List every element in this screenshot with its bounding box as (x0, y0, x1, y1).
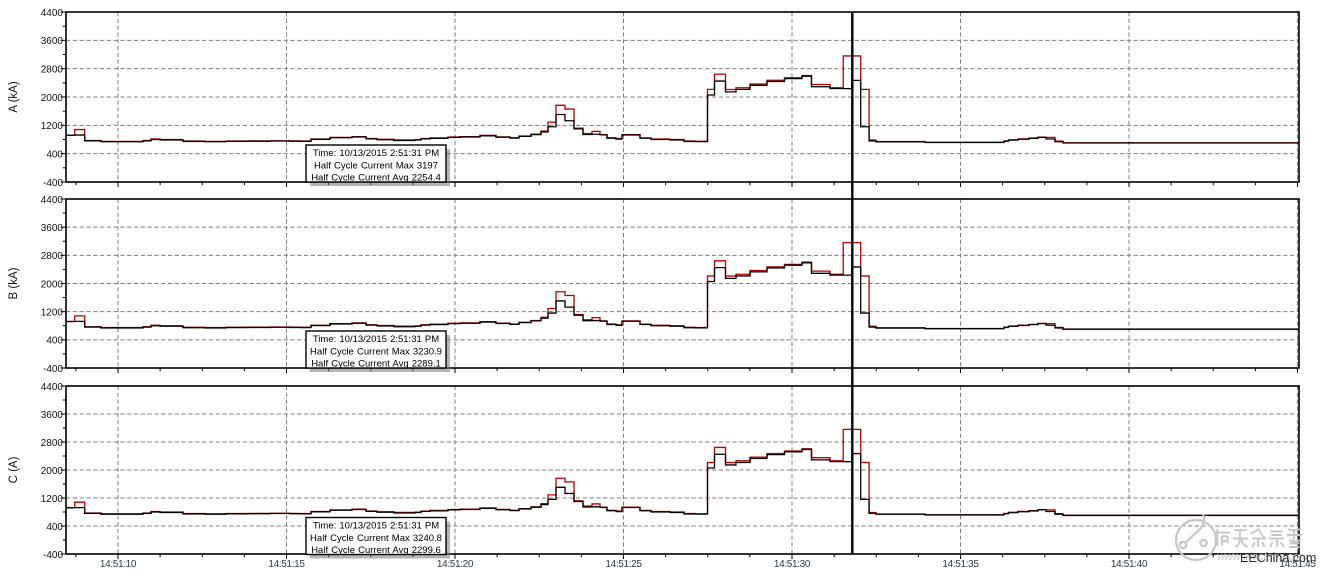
svg-text:1200: 1200 (41, 121, 64, 132)
svg-text:4400: 4400 (41, 382, 64, 393)
svg-text:3600: 3600 (41, 36, 64, 47)
svg-text:14:51:45: 14:51:45 (1279, 559, 1316, 570)
svg-text:2800: 2800 (41, 438, 64, 449)
svg-text:3600: 3600 (41, 410, 64, 421)
svg-text:Half Cycle Current Max 3230.9: Half Cycle Current Max 3230.9 (310, 346, 442, 357)
svg-text:1200: 1200 (41, 494, 64, 505)
svg-text:14:51:30: 14:51:30 (774, 559, 811, 570)
svg-text:14:51:10: 14:51:10 (100, 559, 137, 570)
svg-text:Half Cycle Current Max 3197: Half Cycle Current Max 3197 (314, 160, 438, 171)
svg-text:B (kA): B (kA) (8, 267, 20, 299)
svg-text:3600: 3600 (41, 223, 64, 234)
svg-text:4400: 4400 (41, 8, 64, 19)
svg-text:-400: -400 (43, 550, 63, 561)
svg-text:EEChina.com: EEChina.com (1240, 551, 1316, 565)
svg-text:C (A): C (A) (8, 456, 20, 483)
svg-text:Half Cycle Current Avg 2254.4: Half Cycle Current Avg 2254.4 (311, 172, 441, 183)
svg-text:www.elecfans.com: www.elecfans.com (1217, 551, 1308, 563)
svg-text:2800: 2800 (41, 64, 64, 75)
svg-text:400: 400 (46, 149, 63, 160)
svg-text:2800: 2800 (41, 251, 64, 262)
svg-text:-400: -400 (43, 364, 63, 375)
svg-text:2000: 2000 (41, 279, 64, 290)
svg-text:-400: -400 (43, 178, 63, 189)
svg-text:14:51:35: 14:51:35 (942, 559, 979, 570)
svg-text:400: 400 (46, 336, 63, 347)
svg-text:Time: 10/13/2015 2:51:31 PM: Time: 10/13/2015 2:51:31 PM (313, 148, 439, 159)
svg-text:14:51:25: 14:51:25 (605, 559, 642, 570)
svg-text:2000: 2000 (41, 466, 64, 477)
svg-text:Half Cycle Current Avg 2299.6: Half Cycle Current Avg 2299.6 (311, 545, 441, 556)
svg-text:14:51:40: 14:51:40 (1111, 559, 1148, 570)
svg-text:Time: 10/13/2015 2:51:31 PM: Time: 10/13/2015 2:51:31 PM (313, 521, 439, 532)
svg-text:A (kA): A (kA) (8, 81, 20, 112)
svg-text:14:51:20: 14:51:20 (437, 559, 474, 570)
svg-text:1200: 1200 (41, 307, 64, 318)
svg-text:Half Cycle Current Avg 2289.1: Half Cycle Current Avg 2289.1 (311, 358, 441, 369)
svg-text:4400: 4400 (41, 195, 64, 206)
svg-text:Half Cycle Current Max 3240.8: Half Cycle Current Max 3240.8 (310, 533, 442, 544)
svg-text:400: 400 (46, 522, 63, 533)
svg-text:14:51:15: 14:51:15 (268, 559, 305, 570)
svg-text:Time: 10/13/2015 2:51:31 PM: Time: 10/13/2015 2:51:31 PM (313, 334, 439, 345)
svg-text:2000: 2000 (41, 93, 64, 104)
